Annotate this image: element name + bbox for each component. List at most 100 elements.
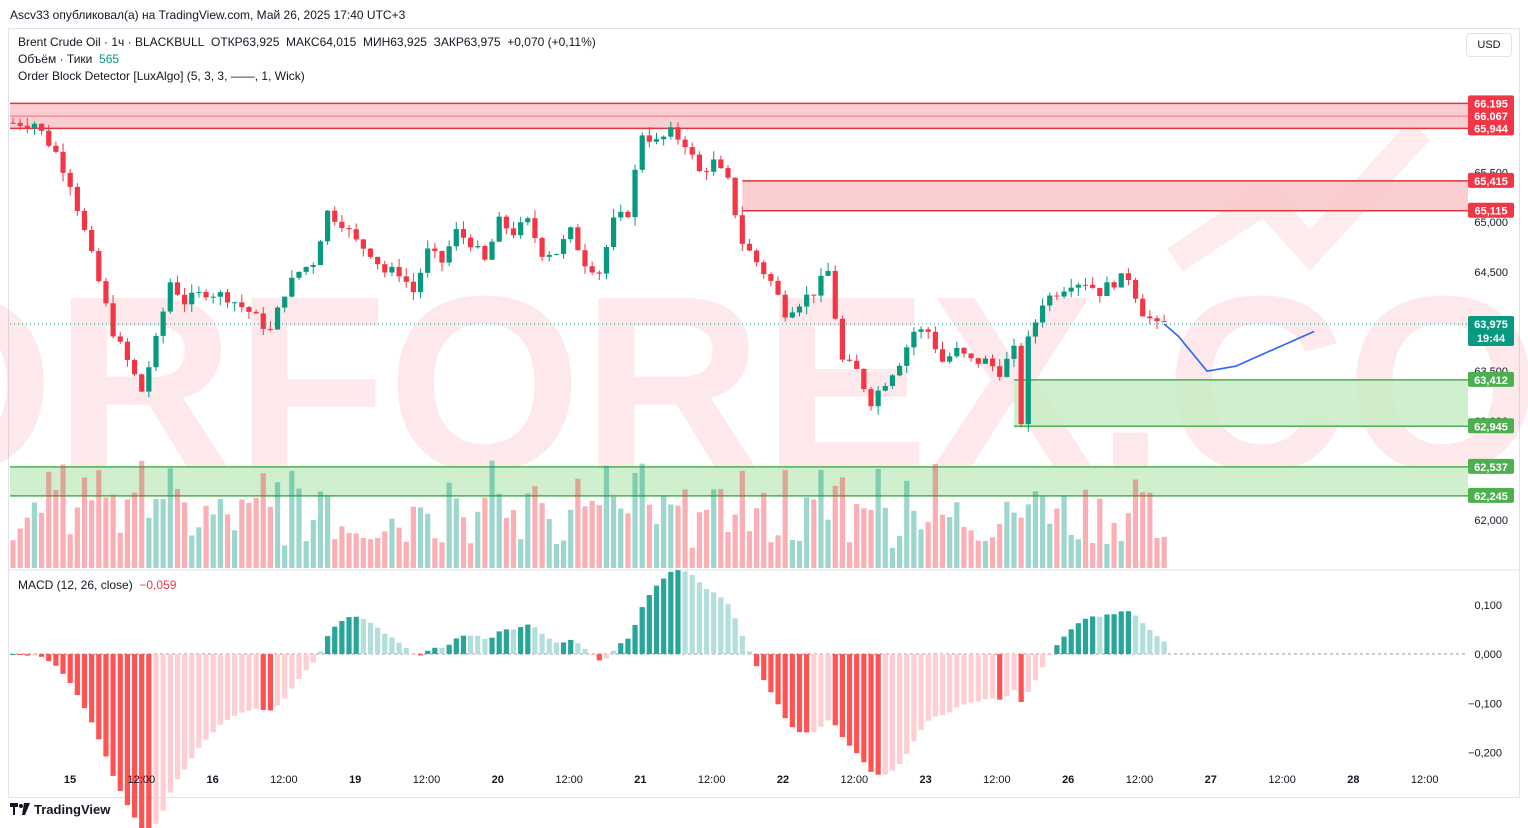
volume-bar (1104, 543, 1110, 568)
time-tick-label: 12:00 (555, 774, 583, 786)
macd-bar (761, 654, 767, 681)
candle-body (1161, 321, 1167, 323)
macd-bar (117, 654, 123, 791)
candle-body (310, 265, 316, 267)
high-label: МАКС (286, 35, 320, 49)
volume-bar (482, 497, 488, 568)
macd-bar (696, 582, 702, 655)
macd-bar (711, 592, 717, 655)
time-tick-label: 12:00 (1268, 774, 1296, 786)
candle-body (81, 210, 88, 231)
macd-bar (668, 571, 674, 655)
macd-bar (1068, 629, 1074, 655)
time-tick-label: 26 (1062, 774, 1074, 786)
volume-bar (31, 502, 38, 568)
volume-bar (153, 499, 159, 568)
macd-bar (1154, 636, 1160, 655)
candle-body (954, 347, 960, 357)
price-tag-label: 66,067 (1474, 111, 1508, 123)
volume-bar (203, 505, 209, 568)
legend-volume[interactable]: Объём · Тики 565 (18, 52, 119, 66)
macd-bar (460, 635, 467, 655)
price-tag-bear (1468, 120, 1514, 136)
candle-body (210, 296, 216, 298)
volume-bar (589, 500, 595, 568)
volume-bar (754, 508, 760, 568)
order-block-bear-1 (742, 180, 1468, 211)
volume-bar (632, 472, 638, 568)
candle-body (739, 215, 745, 244)
macd-bar (310, 654, 316, 663)
macd-bar (410, 654, 416, 656)
volume-bar (789, 539, 795, 568)
volume-bar (739, 470, 745, 568)
legend-indicator[interactable]: Order Block Detector [LuxAlgo] (5, 3, 3,… (18, 69, 305, 83)
candle-body (46, 130, 52, 146)
macd-bar (904, 654, 910, 754)
time-tick-label: 22 (777, 774, 789, 786)
macd-bar (403, 647, 409, 655)
volume-bar (317, 491, 324, 568)
volume-bar (160, 499, 166, 568)
volume-bar (217, 499, 223, 568)
macd-bar (367, 622, 374, 655)
volume-bar (518, 539, 524, 568)
macd-bar (1125, 611, 1131, 655)
macd-bar (1025, 654, 1031, 692)
macd-tick-label: −0,100 (1468, 698, 1502, 710)
volume-bar (675, 505, 681, 568)
chart-frame (8, 28, 1520, 798)
time-tick-label: 20 (492, 774, 504, 786)
publish-bar: Ascv33 опубликовал(а) на TradingView.com… (0, 0, 1528, 28)
candle-body (217, 292, 223, 297)
macd-bar (60, 654, 66, 674)
macd-bar (139, 654, 145, 828)
publish-info: Ascv33 опубликовал(а) на TradingView.com… (10, 8, 406, 22)
volume-bar (968, 530, 974, 568)
volume-bar (296, 488, 302, 568)
candle-body (475, 246, 481, 248)
candle-body (103, 281, 109, 304)
volume-bar (746, 531, 753, 568)
macd-bar (1140, 623, 1146, 655)
macd-bar (396, 642, 402, 655)
volume-bar (925, 522, 931, 568)
macd-bar (475, 635, 481, 655)
currency-button[interactable]: USD (1466, 33, 1512, 57)
macd-bar (1132, 615, 1139, 655)
legend-macd[interactable]: MACD (12, 26, close) −0,059 (18, 578, 176, 592)
macd-bar (182, 654, 188, 770)
price-tick-label: 64,500 (1474, 267, 1508, 279)
volume-bar (703, 509, 710, 568)
volume-bar (210, 514, 216, 568)
symbol-name[interactable]: Brent Crude Oil · 1ч · BLACKBULL (18, 35, 205, 49)
macd-bar (296, 654, 302, 679)
time-tick-label: 28 (1347, 774, 1359, 786)
volume-bar (618, 508, 624, 568)
volume-bar (1118, 541, 1124, 568)
price-tag-label: 62,245 (1474, 491, 1508, 503)
price-tag-label: 65,415 (1474, 176, 1508, 188)
price-tag-bear (1468, 172, 1514, 188)
candle-body (124, 341, 130, 360)
price-tag-label: 62,945 (1474, 421, 1508, 433)
volume-bar (882, 507, 888, 568)
volume-bar (289, 470, 295, 568)
volume-bar (982, 540, 988, 568)
candle-body (882, 385, 888, 391)
candle-body (982, 358, 988, 364)
volume-bar (811, 499, 817, 568)
candle-body (861, 368, 867, 390)
candle-body (932, 331, 938, 350)
volume-bar (611, 496, 617, 568)
candle-body (67, 172, 73, 187)
macd-bar (89, 654, 95, 723)
volume-bar (839, 477, 845, 568)
volume-bar (39, 513, 45, 568)
candle-body (575, 227, 581, 251)
macd-bar (103, 654, 109, 757)
volume-bar (897, 535, 903, 568)
candle-body (625, 211, 631, 218)
volume-bar (131, 492, 138, 568)
